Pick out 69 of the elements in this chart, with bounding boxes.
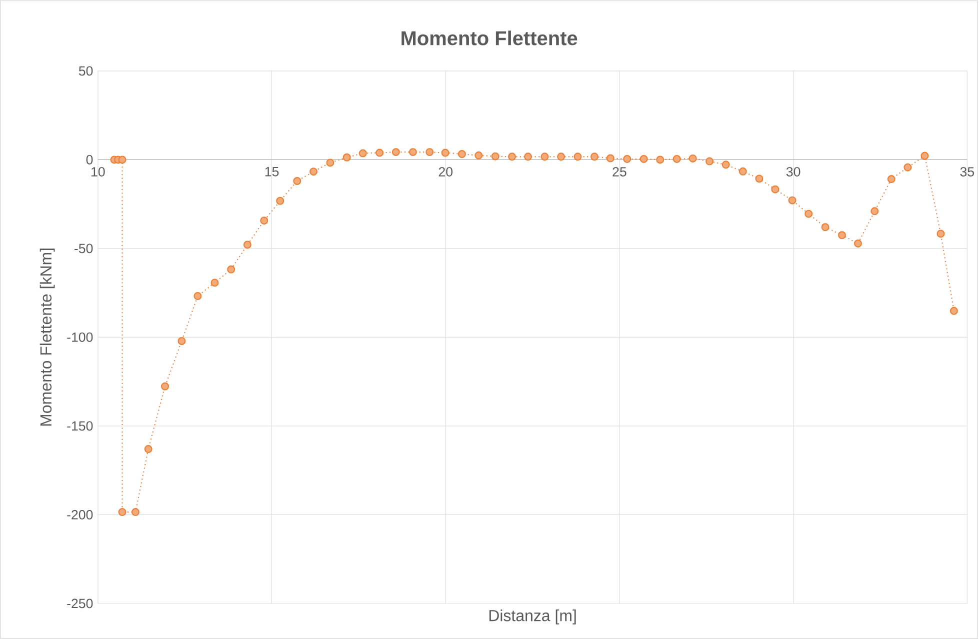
point [276, 196, 284, 205]
point [574, 152, 582, 160]
point [738, 167, 747, 176]
point [408, 148, 417, 156]
point [376, 148, 384, 157]
point [540, 152, 549, 160]
point [557, 152, 566, 160]
point [326, 158, 334, 166]
x-tick-label: 20 [438, 166, 453, 176]
point [474, 151, 483, 160]
point [342, 153, 351, 162]
y-tick-label: -200 [67, 510, 93, 520]
point [854, 239, 862, 248]
y-tick-label: -100 [67, 332, 93, 342]
point [118, 508, 126, 516]
point [426, 148, 434, 156]
y-tick-label: -250 [67, 598, 93, 608]
point [131, 508, 140, 516]
point [870, 206, 879, 215]
point [788, 196, 796, 204]
point [524, 152, 532, 160]
point [178, 336, 186, 345]
point [722, 160, 730, 168]
point [392, 148, 400, 156]
point [590, 152, 598, 160]
point [904, 163, 912, 172]
point [243, 240, 252, 248]
point [227, 265, 236, 274]
point [887, 174, 896, 183]
point [441, 148, 450, 157]
point [656, 155, 664, 164]
point [194, 292, 202, 300]
point [804, 210, 813, 218]
x-tick-label: 10 [92, 166, 105, 176]
point [672, 154, 681, 163]
y-tick-label: -150 [67, 421, 93, 430]
point [293, 176, 302, 185]
point [936, 229, 945, 238]
point [144, 444, 152, 453]
point [161, 382, 170, 390]
point [309, 167, 318, 176]
x-tick-label: 35 [960, 166, 974, 176]
x-tick-label: 15 [265, 166, 279, 176]
point [606, 154, 614, 162]
x-tick-label: 30 [786, 166, 800, 176]
point [950, 306, 958, 315]
y-tick-label: -50 [74, 244, 93, 253]
point [706, 157, 714, 166]
point [920, 152, 929, 160]
point [640, 154, 648, 163]
chart-title: Momento Flettente [402, 30, 578, 46]
y-tick-label: 0 [86, 154, 93, 164]
y-axis-title: Momento Flettente [kNm] [40, 248, 55, 426]
x-axis-title: Distanza [m] [489, 609, 576, 624]
point [458, 150, 466, 158]
point [508, 152, 516, 160]
point [771, 185, 780, 194]
point [260, 216, 268, 224]
point [688, 154, 697, 162]
point [118, 155, 126, 164]
point [821, 222, 830, 231]
point [210, 278, 219, 286]
y-tick-label: 50 [78, 66, 93, 76]
point [623, 154, 632, 163]
point [491, 152, 500, 160]
point [838, 230, 846, 239]
point [755, 174, 764, 182]
point [358, 149, 367, 158]
x-tick-label: 25 [612, 166, 626, 176]
